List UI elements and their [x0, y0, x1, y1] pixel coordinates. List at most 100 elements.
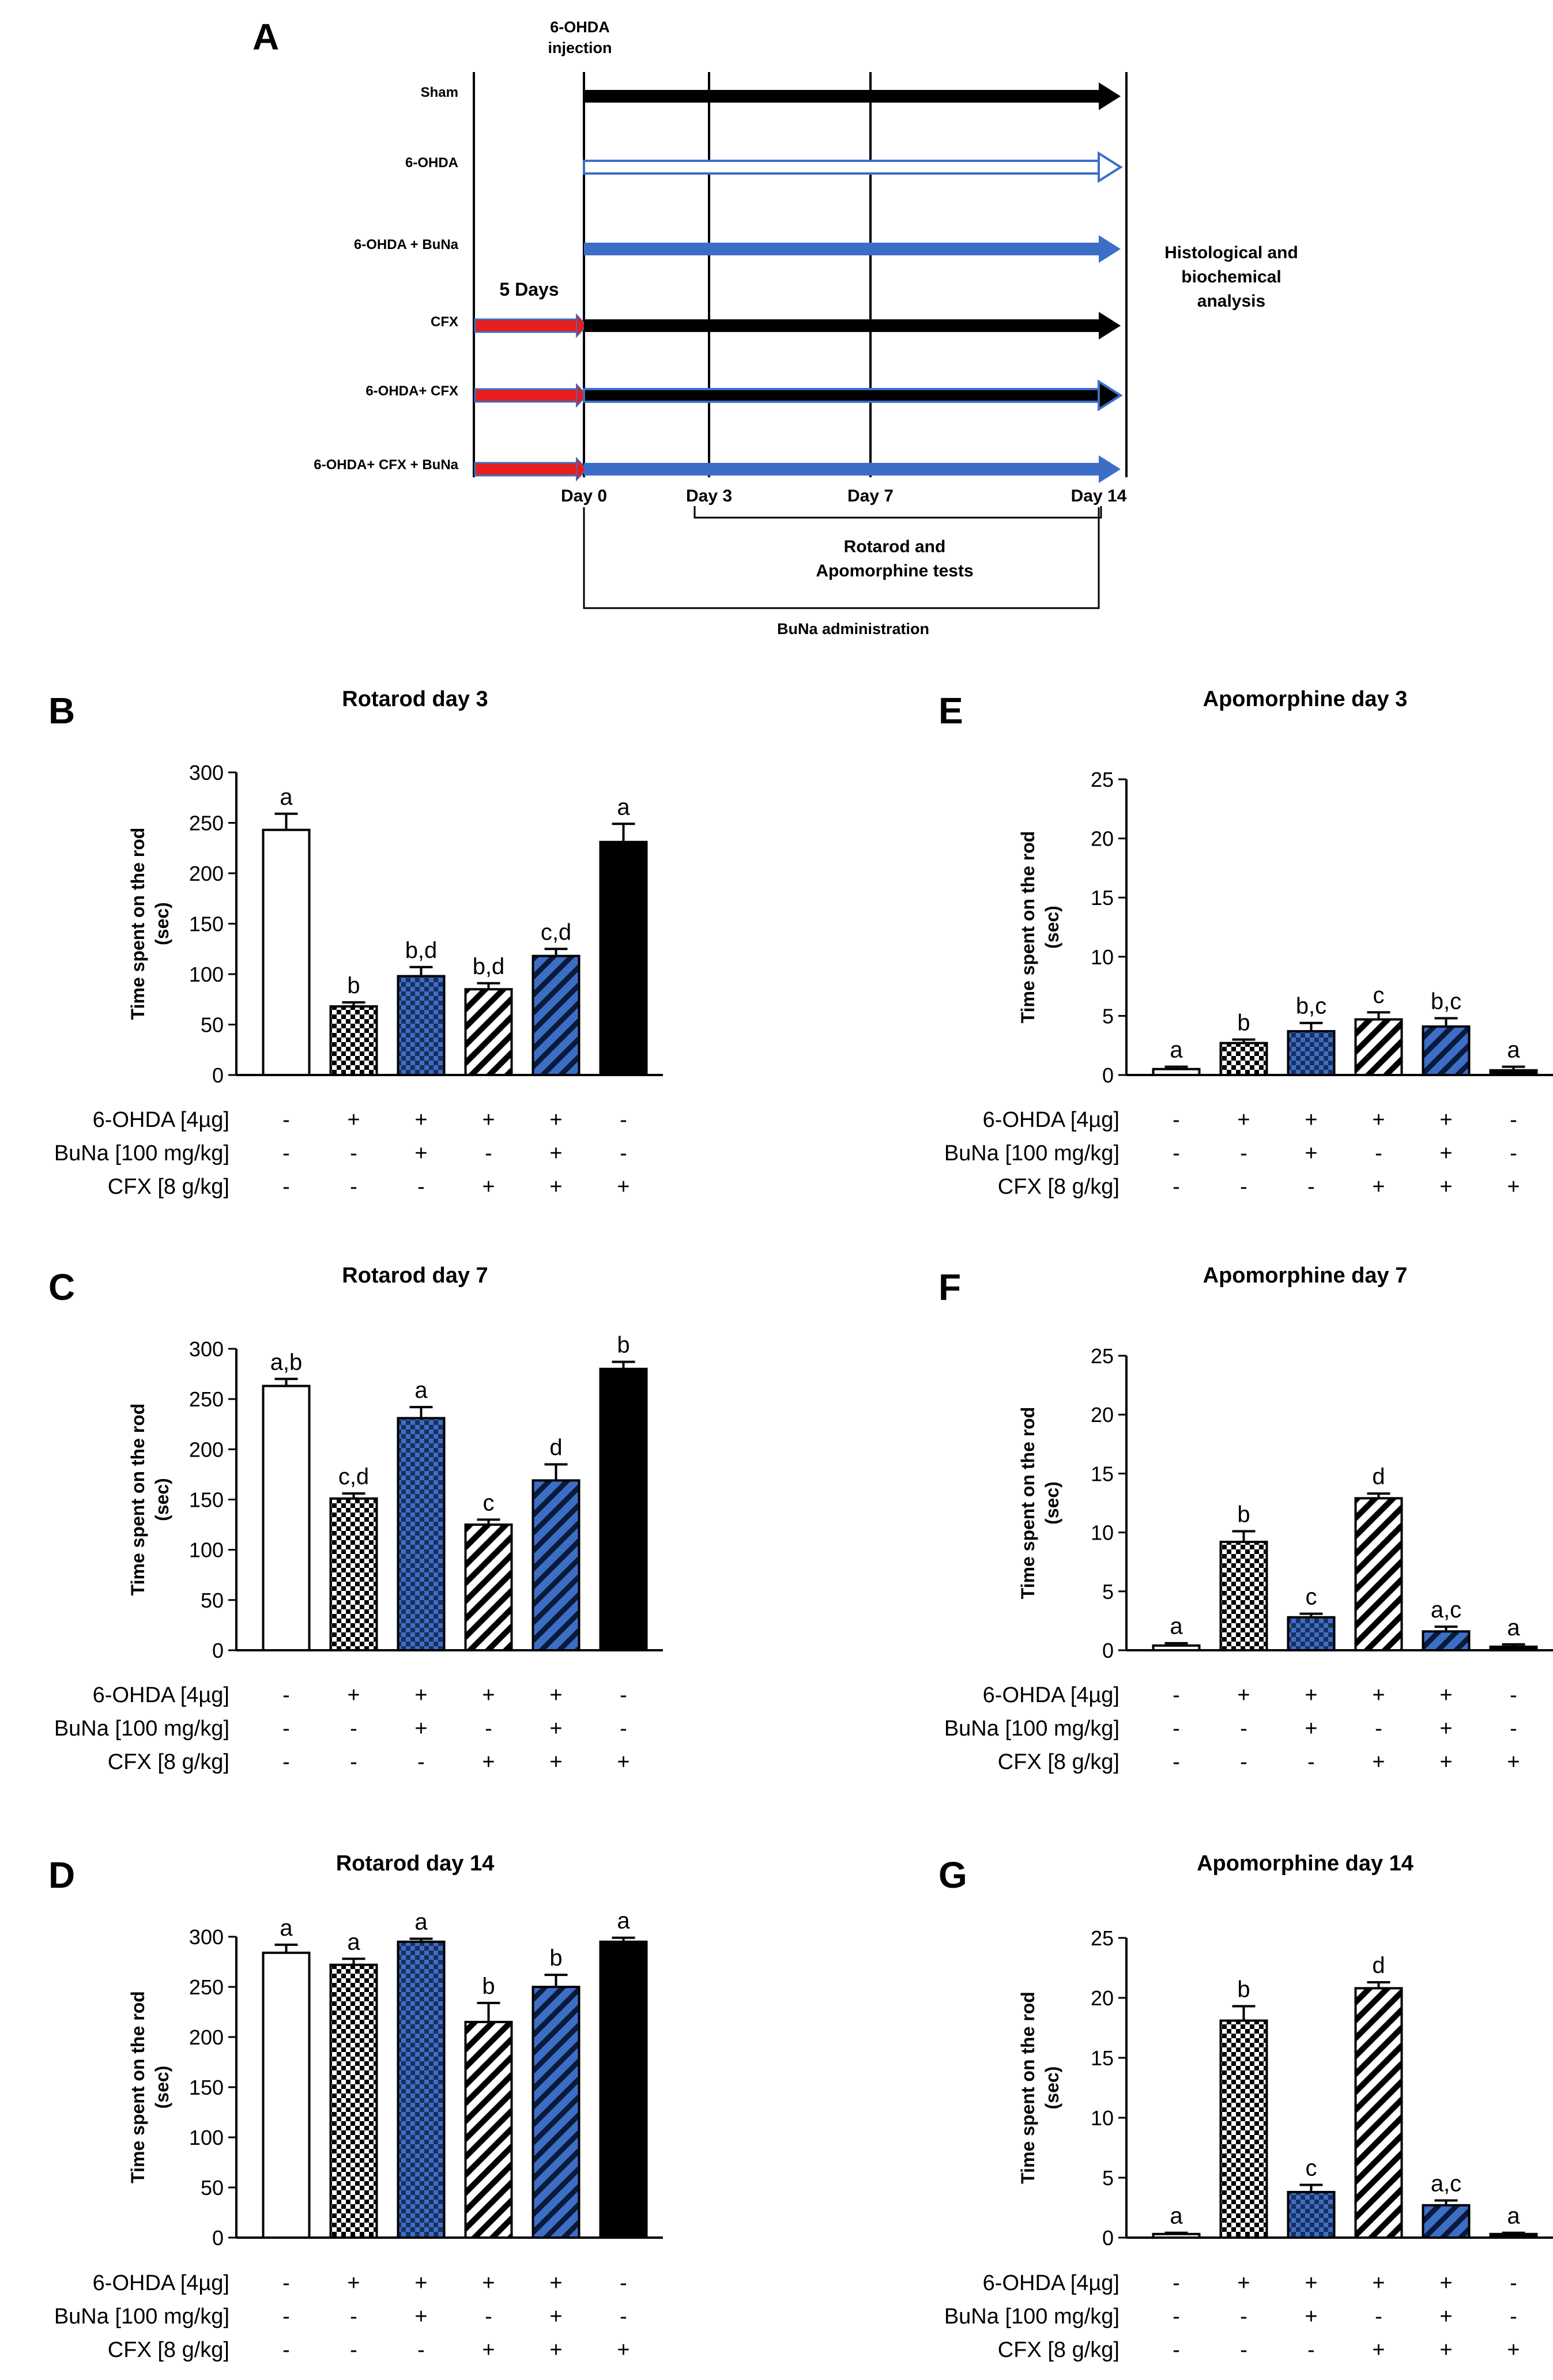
condition-mark-2-1: - [282, 1141, 290, 1166]
day-label-3: Day 3 [686, 486, 732, 506]
condition-mark-2-1: - [282, 1717, 290, 1741]
condition-mark-2-4: - [1375, 2304, 1382, 2329]
condition-mark-2-2: - [350, 1717, 357, 1741]
analysis-label-line3: analysis [1197, 292, 1265, 311]
bar-3 [397, 1940, 446, 2239]
condition-mark-1-3: + [1305, 2271, 1317, 2295]
significance-label-5: b [549, 1945, 562, 1971]
condition-label-3: CFX [8 g/kg] [108, 1750, 229, 1774]
y-tick-label: 200 [189, 2026, 224, 2049]
condition-mark-2-5: + [549, 2304, 562, 2329]
y-tick-label: 100 [189, 1538, 224, 1562]
panel-letter-b: B [48, 690, 75, 731]
arrow-cfx-head [1099, 312, 1121, 340]
condition-mark-2-4: - [1375, 1141, 1382, 1166]
chart-title: Rotarod day 7 [342, 1263, 488, 1288]
condition-mark-2-6: - [1510, 2304, 1517, 2329]
condition-mark-1-5: + [1439, 1108, 1452, 1132]
condition-label-2: BuNa [100 mg/kg] [944, 1141, 1119, 1166]
bar-4 [464, 1523, 513, 1651]
condition-mark-1-6: - [1510, 2271, 1517, 2295]
day-label-14: Day 14 [1071, 486, 1127, 506]
condition-label-1: 6-OHDA [4µg] [983, 2271, 1119, 2295]
chart-c: C Rotarod day 7 Time spent on the rod (sec)… [48, 1263, 663, 1774]
arrow-cfx-pre-shaft [474, 318, 579, 333]
significance-label-5: d [549, 1435, 562, 1460]
condition-mark-3-5: + [549, 1175, 562, 1199]
significance-label-2: b [1237, 1502, 1250, 1527]
condition-mark-2-3: + [414, 2304, 427, 2329]
chart-e: E Apomorphine day 3 Time spent on the rod(… [938, 687, 1553, 1199]
arrow-6ohda-shaft [583, 160, 1101, 175]
bar-2 [329, 1497, 378, 1651]
condition-mark-3-4: + [482, 1750, 495, 1774]
significance-label-3: b,c [1296, 994, 1326, 1019]
y-axis-unit: (sec) [152, 1478, 172, 1521]
significance-label-6: a [617, 794, 630, 820]
y-axis-label: Time spent on the rod [127, 1991, 148, 2183]
bar-1 [262, 828, 311, 1076]
y-tick-label: 250 [189, 812, 224, 835]
y-tick-label: 300 [189, 761, 224, 784]
significance-label-4: b,d [473, 954, 505, 979]
y-tick-label: 150 [189, 1488, 224, 1512]
condition-mark-3-1: - [1173, 1750, 1180, 1774]
condition-mark-2-1: - [282, 2304, 290, 2329]
condition-label-3: CFX [8 g/kg] [998, 1175, 1119, 1199]
buna-admin-label: BuNa administration [777, 620, 929, 638]
arrow-6ohda-buna-shaft [584, 243, 1100, 255]
y-tick-label: 0 [212, 2226, 224, 2250]
significance-label-4: b [482, 1974, 495, 1999]
condition-mark-2-4: - [485, 1141, 492, 1166]
condition-mark-1-6: - [1510, 1108, 1517, 1132]
arrow-6ohda-cfx-pre-head [576, 383, 588, 408]
condition-mark-3-4: + [1372, 1750, 1385, 1774]
arrow-cfx-shaft [584, 319, 1100, 332]
condition-mark-3-5: + [1439, 1175, 1452, 1199]
condition-label-3: CFX [8 g/kg] [998, 1750, 1119, 1774]
condition-mark-1-5: + [549, 1108, 562, 1132]
group-label-6ohda: 6-OHDA [405, 155, 458, 171]
y-tick-label: 0 [1102, 2226, 1114, 2250]
chart-g: G Apomorphine day 14 Time spent on the rod… [938, 1851, 1553, 2362]
y-axis-label: Time spent on the rod [1017, 1407, 1038, 1600]
y-tick-label: 150 [189, 2076, 224, 2099]
arrow-6ohda-buna-head [1099, 235, 1121, 263]
condition-mark-3-4: + [482, 1175, 495, 1199]
condition-mark-2-4: - [485, 2304, 492, 2329]
condition-label-2: BuNa [100 mg/kg] [54, 1141, 229, 1166]
y-tick-label: 10 [1091, 2106, 1114, 2130]
condition-mark-1-5: + [549, 1683, 562, 1707]
significance-label-6: a [1507, 1615, 1520, 1640]
arrow-6ohda-head [1098, 151, 1123, 183]
condition-mark-3-2: - [1240, 2338, 1247, 2362]
arrow-cfx-pre-head [576, 313, 588, 338]
bar-5 [532, 1479, 581, 1652]
condition-mark-3-2: - [1240, 1750, 1247, 1774]
significance-label-4: c [483, 1490, 495, 1515]
bar-1 [1152, 1644, 1201, 1651]
condition-mark-3-1: - [282, 2338, 290, 2362]
condition-mark-3-6: + [1507, 2338, 1520, 2362]
condition-label-1: 6-OHDA [4µg] [93, 1683, 229, 1707]
significance-label-1: a [1170, 1038, 1183, 1063]
condition-mark-2-3: + [1305, 1717, 1317, 1741]
condition-mark-2-2: - [350, 1141, 357, 1166]
y-tick-label: 25 [1091, 768, 1114, 791]
significance-label-3: c [1306, 1585, 1317, 1610]
arrow-6ohda-cfx-buna-head [1099, 455, 1121, 483]
condition-mark-3-1: - [282, 1175, 290, 1199]
significance-label-3: b,d [405, 938, 438, 963]
condition-mark-3-6: + [617, 2338, 630, 2362]
y-tick-label: 50 [201, 1589, 224, 1612]
y-tick-label: 100 [189, 963, 224, 986]
condition-mark-2-5: + [1439, 1717, 1452, 1741]
significance-label-6: b [617, 1333, 630, 1358]
significance-label-3: a [414, 1909, 428, 1934]
condition-mark-1-2: + [347, 1683, 360, 1707]
condition-mark-1-3: + [414, 2271, 427, 2295]
chart-title: Apomorphine day 7 [1203, 1263, 1408, 1288]
condition-mark-2-4: - [485, 1717, 492, 1741]
condition-mark-2-2: - [350, 2304, 357, 2329]
condition-mark-2-3: + [414, 1717, 427, 1741]
